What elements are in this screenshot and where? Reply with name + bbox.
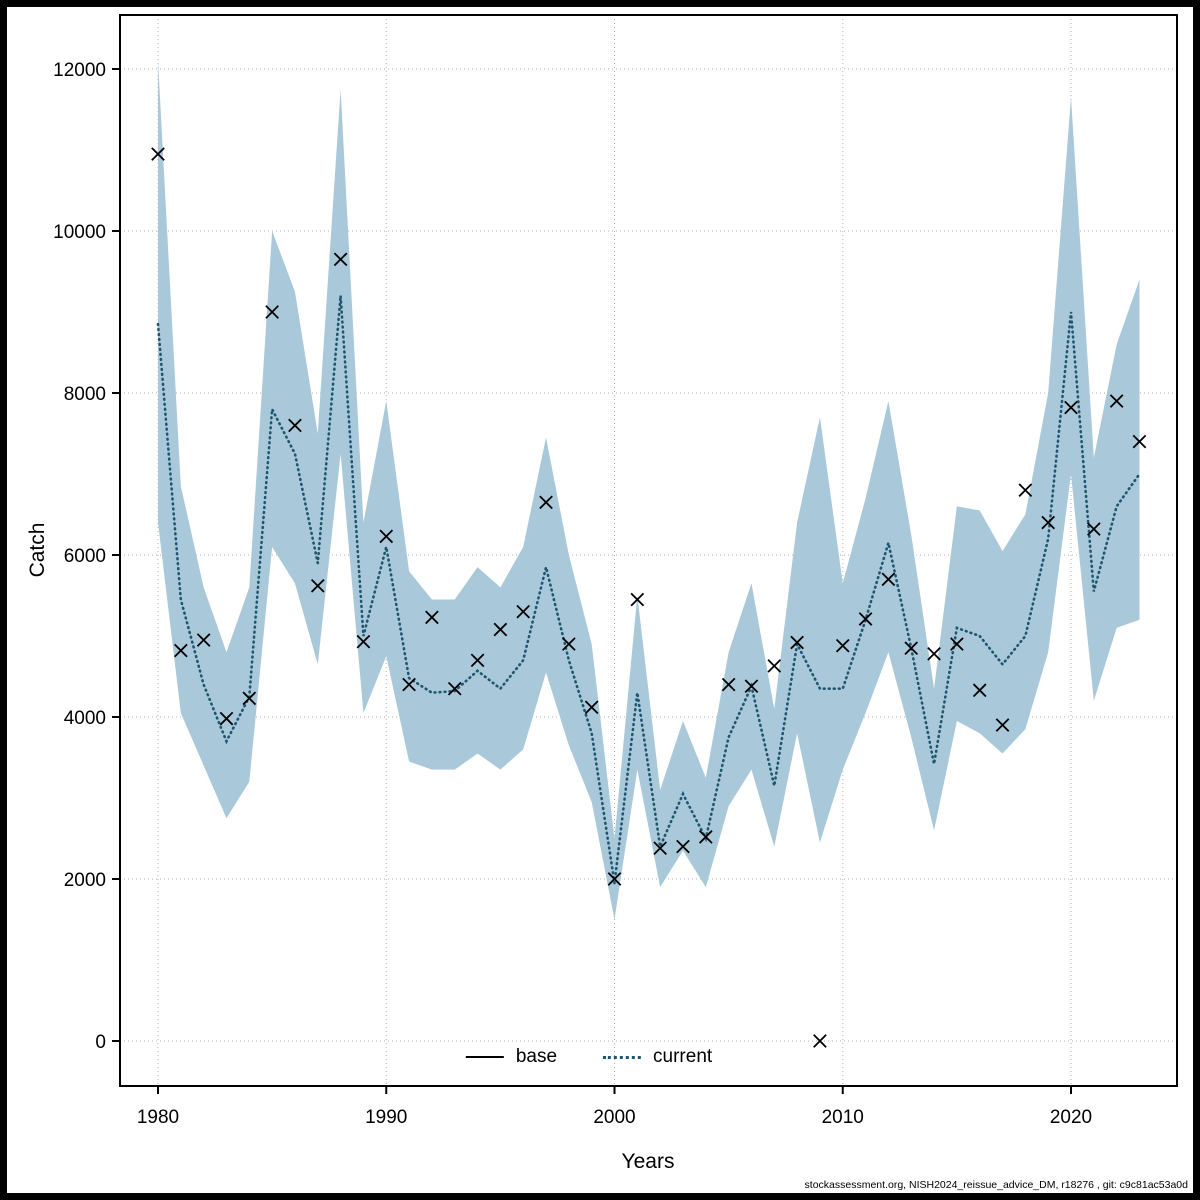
data-point-marker — [219, 711, 234, 726]
x-tick-label: 2020 — [1050, 1107, 1092, 1128]
data-point-marker — [653, 841, 667, 856]
current-line-swatch — [603, 1055, 642, 1059]
data-point-marker — [379, 529, 394, 544]
data-point-marker — [447, 681, 462, 696]
y-tick-label: 12000 — [53, 60, 106, 81]
data-point-marker — [881, 572, 896, 587]
data-point-marker — [972, 683, 987, 698]
data-point-marker — [196, 633, 211, 647]
plot-frame — [119, 14, 1178, 1087]
y-tick-label: 4000 — [64, 708, 106, 729]
footer-attribution: stockassessment.org, NISH2024_reissue_ad… — [804, 1179, 1188, 1191]
legend-item-base: base — [465, 1046, 558, 1068]
data-point-marker — [265, 305, 279, 319]
y-tick-label: 0 — [95, 1032, 106, 1053]
base-line-swatch — [465, 1056, 504, 1058]
data-point-marker — [904, 641, 919, 655]
data-point-marker — [402, 677, 416, 692]
x-tick-label: 2000 — [593, 1107, 635, 1128]
y-tick-label: 8000 — [64, 384, 106, 405]
x-axis-title: Years — [621, 1150, 675, 1173]
legend: base current — [465, 1046, 712, 1068]
data-point-marker — [744, 679, 759, 694]
data-point-marker — [1109, 394, 1124, 408]
data-point-marker — [562, 637, 576, 651]
x-tick-label: 1980 — [137, 1107, 179, 1128]
data-point-marker — [516, 604, 531, 619]
observation-markers — [151, 147, 1147, 1048]
x-tick-label: 2010 — [822, 1107, 864, 1128]
data-point-marker — [310, 578, 325, 593]
y-axis-title: Catch — [26, 522, 49, 578]
data-point-marker — [333, 252, 348, 267]
data-point-marker — [995, 718, 1010, 732]
data-point-marker — [493, 622, 508, 637]
legend-item-current: current — [603, 1046, 712, 1068]
confidence-band — [158, 60, 1140, 920]
x-tick-label: 1990 — [365, 1107, 407, 1128]
data-point-marker — [927, 646, 941, 661]
y-tick-label: 10000 — [53, 222, 106, 243]
data-point-marker — [790, 635, 804, 650]
data-point-marker — [607, 872, 622, 886]
data-point-marker — [584, 700, 599, 715]
data-point-marker — [698, 830, 713, 844]
data-point-marker — [950, 637, 964, 651]
data-point-marker — [676, 839, 690, 854]
data-point-marker — [813, 1034, 827, 1048]
data-point-marker — [425, 610, 439, 625]
data-point-marker — [1018, 483, 1033, 498]
data-point-marker — [721, 677, 736, 692]
y-tick-label: 2000 — [64, 870, 106, 891]
data-point-marker — [1064, 400, 1078, 415]
data-point-marker — [539, 495, 553, 510]
data-point-marker — [858, 612, 873, 626]
data-point-marker — [630, 592, 645, 607]
data-point-marker — [470, 653, 485, 668]
y-tick-label: 6000 — [64, 546, 106, 567]
axis-ticks — [112, 68, 1072, 1094]
data-point-marker — [151, 147, 165, 161]
data-point-marker — [767, 659, 782, 673]
plot-canvas: 0 2000 4000 6000 8000 10000 12000 1980 1990 2000 2… — [53, 14, 1178, 1128]
data-point-marker — [173, 643, 188, 658]
data-point-marker — [835, 638, 850, 653]
legend-label-base: base — [515, 1046, 558, 1067]
data-point-marker — [1041, 515, 1056, 530]
data-point-marker — [1132, 434, 1147, 449]
data-point-marker — [1086, 522, 1101, 536]
axis-tick-labels: 0 2000 4000 6000 8000 10000 12000 1980 1990 2000 2… — [53, 60, 1092, 1128]
data-point-marker — [242, 691, 257, 706]
data-point-marker — [288, 418, 302, 433]
current-line — [156, 295, 1141, 884]
data-point-marker — [356, 634, 371, 649]
legend-label-current: current — [653, 1046, 713, 1067]
